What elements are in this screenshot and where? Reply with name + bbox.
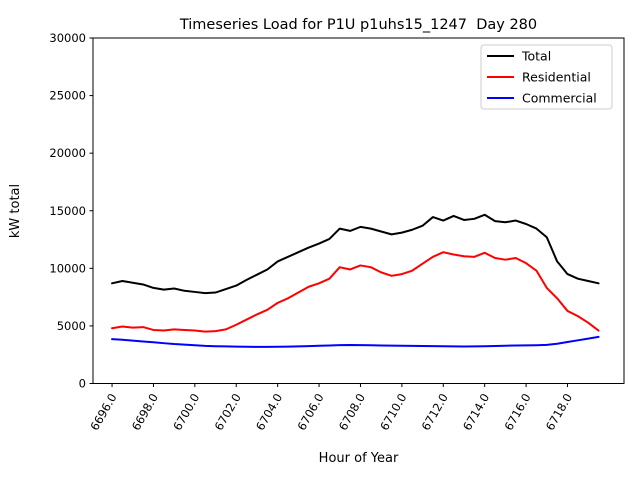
series-line-commercial [111,335,600,348]
legend-box [480,44,613,110]
x-tick-label: 6706.0 [294,391,326,433]
y-tick-label: 0 [79,377,86,391]
y-tick-label: 25000 [49,89,86,103]
series-line-total [111,213,600,295]
x-tick-label: 6702.0 [212,391,244,433]
x-tick-label: 6708.0 [336,391,368,433]
x-tick-label: 6700.0 [170,391,202,433]
x-axis-label: Hour of Year [319,451,399,466]
y-tick-label: 10000 [49,261,86,275]
y-tick-label: 30000 [49,31,86,45]
x-tick-label: 6714.0 [460,391,492,433]
x-tick-label: 6696.0 [87,391,119,433]
x-tick-label: 6698.0 [129,391,161,433]
y-tick-label: 15000 [49,204,86,218]
x-tick-label: 6712.0 [419,391,451,433]
x-tick-label: 6704.0 [253,391,285,433]
x-tick-label: 6710.0 [377,391,409,433]
y-axis-label: kW total [8,184,23,238]
chart-title: Timeseries Load for P1U p1uhs15_1247 Day… [179,17,537,33]
legend-label-total: Total [521,49,551,64]
series-line-residential [111,251,600,333]
legend-label-residential: Residential [522,70,591,85]
y-tick-label: 5000 [57,319,86,333]
x-tick-label: 6716.0 [501,391,533,433]
y-tick-label: 20000 [49,146,86,160]
legend-label-commercial: Commercial [522,91,597,106]
x-tick-label: 6718.0 [543,391,575,433]
legend: Total Residential Commercial [480,44,613,110]
